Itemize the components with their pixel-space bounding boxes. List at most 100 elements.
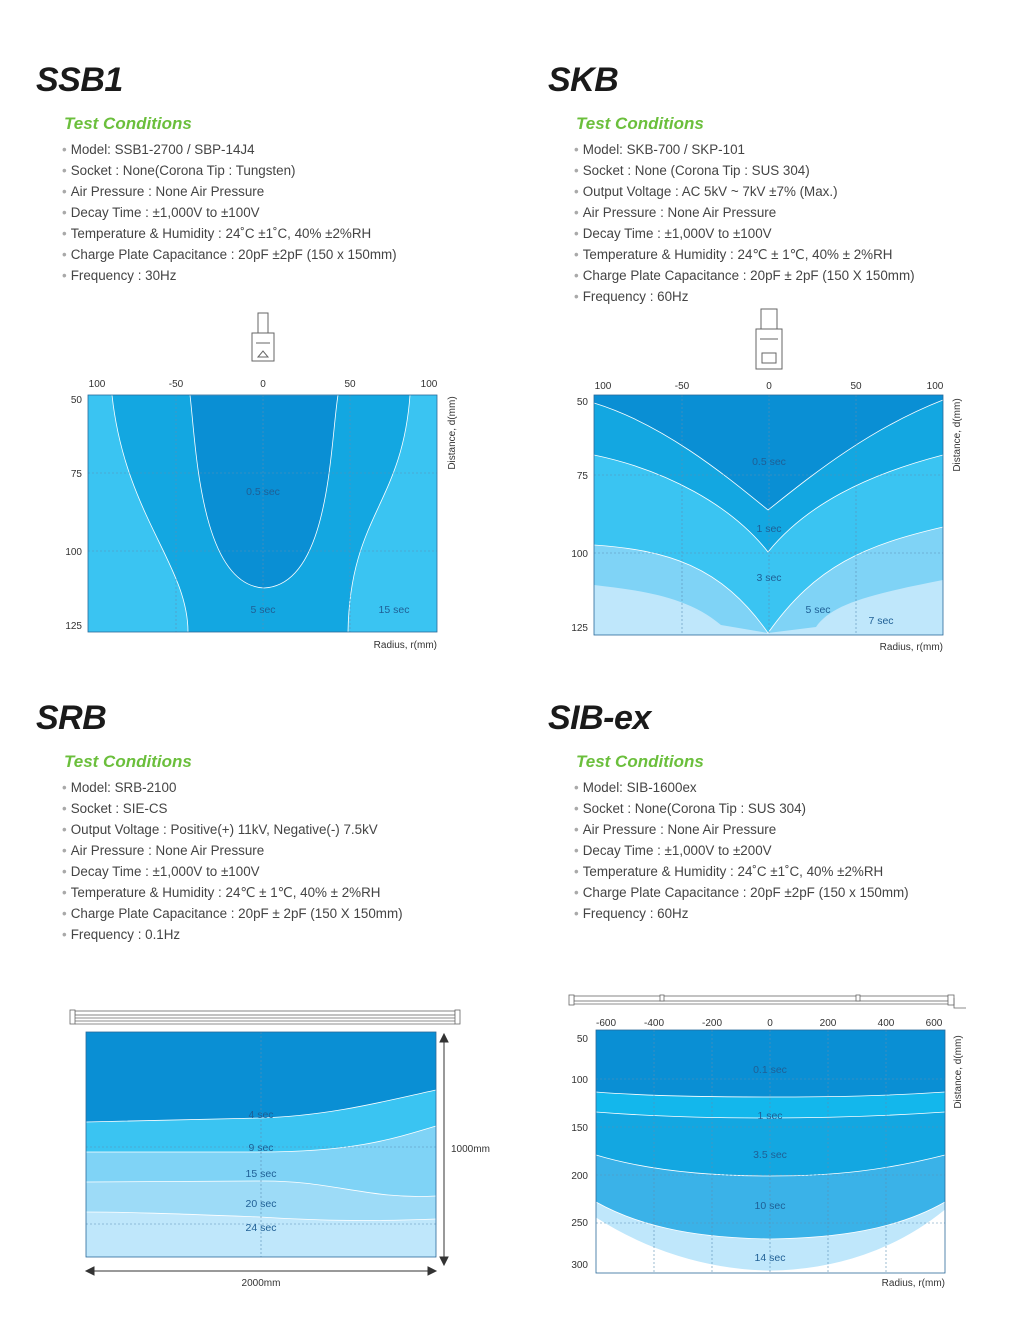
srb-conditions-item: Frequency : 0.1Hz — [62, 924, 403, 945]
sibex-x-tick-6: 600 — [926, 1018, 943, 1029]
srb-xlabel: 2000mm — [242, 1278, 281, 1289]
skb-x-tick-2: 0 — [766, 381, 772, 392]
srb-zone-label-4: 24 sec — [246, 1222, 277, 1234]
skb-ylabel: Distance, d(mm) — [952, 398, 963, 471]
srb-zone-label-3: 20 sec — [246, 1198, 277, 1210]
skb-conditions-item: Charge Plate Capacitance : 20pF ± 2pF (1… — [574, 265, 915, 286]
skb-x-tick-0: 100 — [595, 381, 612, 392]
skb-y-tick-3: 125 — [571, 623, 588, 634]
ssb1-x-tick-0: 100 — [89, 379, 106, 390]
ssb1-zone-label-0: 0.5 sec — [246, 486, 280, 498]
srb-ylabel: 1000mm — [451, 1144, 490, 1155]
sibex-chart: -600 -400 -200 0 200 400 600 50 100 150 … — [568, 994, 966, 1289]
skb-y-ticks: 50 75 100 125 — [571, 397, 588, 634]
ssb1-conditions-item: Frequency : 30Hz — [62, 265, 397, 286]
ssb1-x-tick-3: 50 — [344, 379, 356, 390]
sibex-conditions-item: Charge Plate Capacitance : 20pF ±2pF (15… — [574, 882, 909, 903]
ssb1-conditions-item: Charge Plate Capacitance : 20pF ±2pF (15… — [62, 244, 397, 265]
sibex-conditions-item: Decay Time : ±1,000V to ±200V — [574, 840, 909, 861]
skb-device-icon — [755, 308, 783, 370]
skb-y-tick-0: 50 — [577, 397, 589, 408]
srb-conditions-list: Model: SRB-2100Socket : SIE-CSOutput Vol… — [62, 777, 403, 945]
skb-zone-label-3: 5 sec — [805, 604, 830, 616]
skb-zone-label-1: 1 sec — [756, 523, 781, 535]
skb-conditions-item: Frequency : 60Hz — [574, 286, 915, 307]
srb-conditions-item: Socket : SIE-CS — [62, 798, 403, 819]
sibex-y-ticks: 50 100 150 200 250 300 — [571, 1034, 588, 1271]
srb-bar-icon — [69, 1009, 461, 1025]
ssb1-ylabel: Distance, d(mm) — [447, 396, 458, 469]
sibex-zone-label-4: 14 sec — [755, 1252, 786, 1264]
srb-chart: 4 sec 9 sec 15 sec 20 sec 24 sec 1000mm … — [69, 1009, 490, 1289]
ssb1-conditions-item: Air Pressure : None Air Pressure — [62, 181, 397, 202]
skb-conditions-item: Air Pressure : None Air Pressure — [574, 202, 915, 223]
sibex-conditions-item: Model: SIB-1600ex — [574, 777, 909, 798]
skb-x-tick-3: 50 — [850, 381, 862, 392]
sibex-conditions-item: Socket : None(Corona Tip : SUS 304) — [574, 798, 909, 819]
sibex-y-tick-5: 300 — [571, 1260, 588, 1271]
srb-conditions-item: Model: SRB-2100 — [62, 777, 403, 798]
ssb1-x-tick-4: 100 — [421, 379, 438, 390]
ssb1-x-tick-2: 0 — [260, 379, 266, 390]
skb-zone-label-2: 3 sec — [756, 572, 781, 584]
sibex-x-tick-0: -600 — [596, 1018, 616, 1029]
ssb1-conditions-list: Model: SSB1-2700 / SBP-14J4Socket : None… — [62, 139, 397, 286]
skb-xlabel: Radius, r(mm) — [880, 642, 943, 653]
ssb1-zone-05sec-area — [189, 394, 339, 589]
sibex-ylabel: Distance, d(mm) — [953, 1035, 964, 1108]
sibex-x-tick-1: -400 — [644, 1018, 664, 1029]
skb-x-ticks: 100 -50 0 50 100 — [595, 381, 944, 392]
sibex-x-tick-3: 0 — [767, 1018, 773, 1029]
sibex-conditions-list: Model: SIB-1600exSocket : None(Corona Ti… — [574, 777, 909, 924]
ssb1-device-icon — [251, 312, 275, 362]
skb-y-tick-2: 100 — [571, 549, 588, 560]
sibex-title: SIB-ex — [548, 699, 651, 737]
sibex-y-tick-0: 50 — [577, 1034, 589, 1045]
skb-conditions-item: Output Voltage : AC 5kV ~ 7kV ±7% (Max.) — [574, 181, 915, 202]
ssb1-conditions-item: Temperature & Humidity : 24˚C ±1˚C, 40% … — [62, 223, 397, 244]
skb-conditions-item: Model: SKB-700 / SKP-101 — [574, 139, 915, 160]
ssb1-x-tick-1: -50 — [169, 379, 184, 390]
ssb1-y-ticks: 50 75 100 125 — [65, 395, 82, 632]
ssb1-zone-label-2: 15 sec — [379, 604, 410, 616]
skb-conditions-list: Model: SKB-700 / SKP-101Socket : None (C… — [574, 139, 915, 307]
ssb1-chart: 100 -50 0 50 100 50 75 100 125 0.5 sec 5… — [65, 312, 458, 651]
srb-zone-label-0: 4 sec — [248, 1109, 273, 1121]
srb-dimension-arrows — [84, 1032, 449, 1276]
ssb1-plot — [87, 394, 438, 633]
srb-conditions-item: Air Pressure : None Air Pressure — [62, 840, 403, 861]
skb-x-tick-4: 100 — [927, 381, 944, 392]
sibex-x-tick-5: 400 — [878, 1018, 895, 1029]
sibex-conditions-item: Frequency : 60Hz — [574, 903, 909, 924]
skb-conditions-item: Socket : None (Corona Tip : SUS 304) — [574, 160, 915, 181]
skb-y-tick-1: 75 — [577, 471, 589, 482]
sibex-x-tick-4: 200 — [820, 1018, 837, 1029]
sibex-zone-label-3: 10 sec — [755, 1200, 786, 1212]
sibex-zone-label-2: 3.5 sec — [753, 1149, 787, 1161]
ssb1-conditions-item: Decay Time : ±1,000V to ±100V — [62, 202, 397, 223]
ssb1-zone-label-1: 5 sec — [250, 604, 275, 616]
skb-zone-label-0: 0.5 sec — [752, 456, 786, 468]
sibex-x-tick-2: -200 — [702, 1018, 722, 1029]
sibex-y-tick-2: 150 — [571, 1123, 588, 1134]
skb-conditions-item: Decay Time : ±1,000V to ±100V — [574, 223, 915, 244]
sibex-zone-label-0: 0.1 sec — [753, 1064, 787, 1076]
srb-zone-label-2: 15 sec — [246, 1168, 277, 1180]
skb-plot — [593, 394, 944, 636]
sibex-zone-01sec-area — [596, 1030, 945, 1097]
srb-zone-label-1: 9 sec — [248, 1142, 273, 1154]
sibex-plot — [595, 1029, 946, 1274]
ssb1-y-tick-1: 75 — [71, 469, 83, 480]
ssb1-title: SSB1 — [36, 61, 123, 99]
srb-test-conditions-heading: Test Conditions — [64, 752, 192, 771]
ssb1-test-conditions-heading: Test Conditions — [64, 114, 192, 133]
sibex-xlabel: Radius, r(mm) — [882, 1278, 945, 1289]
sibex-y-tick-1: 100 — [571, 1075, 588, 1086]
skb-title: SKB — [548, 61, 619, 99]
sibex-y-tick-4: 250 — [571, 1218, 588, 1229]
srb-conditions-item: Charge Plate Capacitance : 20pF ± 2pF (1… — [62, 903, 403, 924]
skb-chart: 100 -50 0 50 100 50 75 100 125 0.5 sec 1… — [571, 308, 963, 653]
skb-x-tick-1: -50 — [675, 381, 690, 392]
srb-conditions-item: Temperature & Humidity : 24℃ ± 1℃, 40% ±… — [62, 882, 403, 903]
sibex-y-tick-3: 200 — [571, 1171, 588, 1182]
